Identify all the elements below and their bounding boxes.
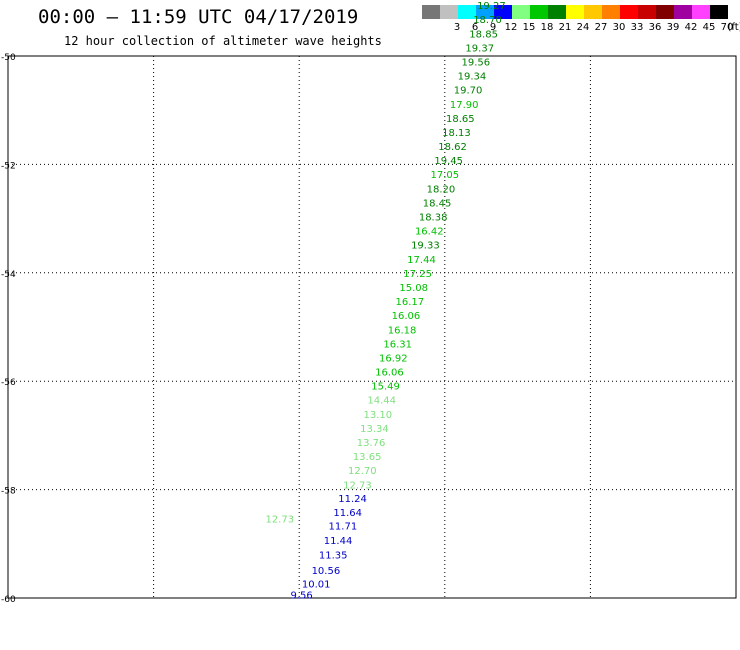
data-point-label: 17.05	[430, 170, 459, 181]
data-point-label: 19.45	[434, 156, 463, 167]
colorbar-label: 15	[522, 22, 536, 33]
data-point-label: 18.13	[442, 128, 471, 139]
data-point-label: 18.45	[423, 198, 452, 209]
data-point-label: 9.56	[290, 590, 312, 601]
colorbar-swatch	[422, 5, 440, 19]
data-point-label: 19.34	[458, 72, 487, 83]
colorbar-label: 33	[630, 22, 644, 33]
colorbar-swatch	[494, 5, 512, 19]
data-point-label: 12.73	[343, 480, 372, 491]
colorbar-label: 45	[702, 22, 716, 33]
colorbar-swatch	[548, 5, 566, 19]
colorbar-unit: (ft)	[727, 22, 740, 33]
colorbar-swatch	[458, 5, 476, 19]
data-point-label: 18.62	[438, 142, 467, 153]
data-point-label: 12.70	[348, 466, 377, 477]
data-point-label: 14.44	[367, 396, 396, 407]
data-point-label: 17.44	[407, 255, 436, 266]
colorbar-label: 6	[471, 22, 479, 33]
y-tick-label: -56	[1, 378, 16, 388]
data-point-label: 16.31	[383, 339, 412, 350]
data-point-label: 16.17	[396, 297, 425, 308]
colorbar-label: 12	[504, 22, 518, 33]
colorbar-label: 27	[594, 22, 608, 33]
data-point-label: 18.20	[427, 184, 456, 195]
y-tick-label: -54	[1, 270, 16, 280]
colorbar-swatch	[620, 5, 638, 19]
data-point-label: 11.24	[338, 494, 367, 505]
data-point-label: 12.73	[265, 514, 294, 525]
data-point-label: 15.08	[399, 283, 428, 294]
data-point-label: 18.85	[469, 29, 498, 40]
data-point-label: 19.37	[465, 43, 494, 54]
data-point-label: 18.38	[419, 213, 448, 224]
data-point-label: 13.76	[357, 438, 386, 449]
data-point-label: 16.06	[392, 311, 421, 322]
y-tick-label: -58	[1, 487, 16, 497]
colorbar-label: 42	[684, 22, 698, 33]
colorbar-swatch	[710, 5, 728, 19]
data-point-label: 11.64	[333, 508, 362, 519]
data-point-label: 10.56	[312, 566, 341, 577]
plot-frame	[7, 55, 737, 599]
colorbar-swatch	[674, 5, 692, 19]
colorbar-label: 30	[612, 22, 626, 33]
data-point-label: 19.33	[411, 241, 440, 252]
colorbar-swatch	[476, 5, 494, 19]
colorbar-label: 3	[453, 22, 461, 33]
data-point-label: 17.25	[403, 269, 432, 280]
colorbar-label: 9	[489, 22, 497, 33]
colorbar-label: 70	[720, 22, 734, 33]
data-point-label: 17.90	[450, 100, 479, 111]
data-point-label: 19.70	[454, 86, 483, 97]
chart-subtitle: 12 hour collection of altimeter wave hei…	[64, 34, 382, 48]
colorbar-label: 36	[648, 22, 662, 33]
data-point-label: 19.56	[462, 58, 491, 69]
colorbar-swatch	[656, 5, 674, 19]
colorbar-label: 21	[558, 22, 572, 33]
colorbar-label: 18	[540, 22, 554, 33]
data-point-label: 16.92	[379, 353, 408, 364]
y-tick-label: -60	[1, 595, 16, 605]
data-point-label: 13.65	[353, 452, 382, 463]
colorbar-swatch	[638, 5, 656, 19]
colorbar-swatch	[440, 5, 458, 19]
data-point-label: 16.06	[375, 368, 404, 379]
data-point-label: 15.49	[371, 382, 400, 393]
colorbar-label: 24	[576, 22, 590, 33]
colorbar-swatch	[602, 5, 620, 19]
data-point-label: 13.34	[360, 424, 389, 435]
data-point-label: 18.65	[446, 114, 475, 125]
y-tick-label: -50	[1, 53, 16, 63]
colorbar-swatch	[512, 5, 530, 19]
data-point-label: 13.10	[364, 410, 393, 421]
colorbar-swatch	[566, 5, 584, 19]
data-point-label: 16.18	[388, 325, 417, 336]
data-point-label: 19.27	[477, 1, 506, 12]
data-point-label: 10.01	[302, 579, 331, 590]
data-point-label: 16.42	[415, 227, 444, 238]
colorbar-swatch	[584, 5, 602, 19]
colorbar-swatch	[692, 5, 710, 19]
colorbar-swatch	[530, 5, 548, 19]
data-point-label: 11.35	[319, 551, 348, 562]
y-tick-label: -52	[1, 161, 16, 171]
data-point-label: 11.71	[329, 521, 358, 532]
colorbar-label: 39	[666, 22, 680, 33]
data-point-label: 18.70	[473, 15, 502, 26]
chart-title: 00:00 – 11:59 UTC 04/17/2019	[38, 6, 359, 28]
data-point-label: 11.44	[324, 536, 353, 547]
legend	[0, 606, 740, 632]
